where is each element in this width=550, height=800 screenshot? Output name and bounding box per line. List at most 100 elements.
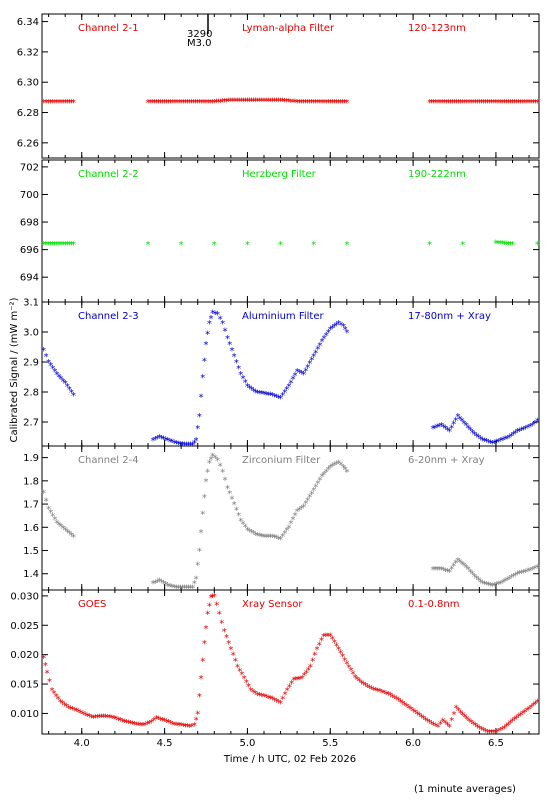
data-point: * xyxy=(210,451,215,462)
data-point: * xyxy=(67,529,72,540)
data-point: * xyxy=(449,565,454,576)
data-point: * xyxy=(208,593,213,604)
data-point: * xyxy=(154,714,159,725)
data-point: * xyxy=(460,98,465,109)
data-point: * xyxy=(303,499,308,510)
data-point: * xyxy=(155,434,160,445)
data-point: * xyxy=(69,240,74,251)
data-point: * xyxy=(87,712,92,723)
data-point: * xyxy=(175,721,180,732)
data-point: * xyxy=(498,239,503,250)
data-point: * xyxy=(317,341,322,352)
data-point: * xyxy=(202,493,207,504)
data-point: * xyxy=(205,330,210,341)
data-point: * xyxy=(482,579,487,590)
data-point: * xyxy=(91,714,96,725)
data-point: * xyxy=(451,710,456,721)
data-point: * xyxy=(259,691,264,702)
panel-label-filter: Aluminium Filter xyxy=(242,311,325,322)
data-point: * xyxy=(200,657,205,668)
data-point: * xyxy=(392,694,397,705)
data-point: * xyxy=(351,670,356,681)
data-point: * xyxy=(508,240,513,251)
data-point: * xyxy=(146,98,151,109)
data-point: * xyxy=(54,519,59,530)
data-point: * xyxy=(522,98,527,109)
data-point: * xyxy=(163,580,168,591)
data-point: * xyxy=(187,722,192,733)
data-point: * xyxy=(319,636,324,647)
x-tick-label: 4.5 xyxy=(157,738,173,749)
data-point: * xyxy=(500,578,505,589)
data-point: * xyxy=(458,708,463,719)
data-point: * xyxy=(479,725,484,736)
data-point: * xyxy=(313,98,318,109)
data-point: * xyxy=(290,98,295,109)
data-point: * xyxy=(506,720,511,731)
data-point: * xyxy=(498,436,503,447)
data-series: ****************************************… xyxy=(41,451,540,594)
data-point: * xyxy=(415,709,420,720)
data-point: * xyxy=(518,711,523,722)
data-point: * xyxy=(178,440,183,451)
y-tick-label: 1.7 xyxy=(23,500,39,511)
data-point: * xyxy=(484,437,489,448)
data-point: * xyxy=(48,508,53,519)
data-point: * xyxy=(49,686,54,697)
data-point: * xyxy=(50,240,55,251)
data-point: * xyxy=(194,715,199,726)
data-point: * xyxy=(384,689,389,700)
data-point: * xyxy=(52,689,57,700)
data-point: * xyxy=(533,98,538,109)
data-point: * xyxy=(476,576,481,587)
data-point: * xyxy=(54,240,59,251)
data-point: * xyxy=(213,309,218,320)
data-point: * xyxy=(427,718,432,729)
data-point: * xyxy=(226,97,231,108)
data-point: * xyxy=(224,97,229,108)
y-tick-label: 6.28 xyxy=(17,108,39,119)
data-point: * xyxy=(210,309,215,320)
data-point: * xyxy=(192,438,197,449)
data-point: * xyxy=(274,96,279,107)
data-point: * xyxy=(464,421,469,432)
data-point: * xyxy=(253,689,258,700)
data-point: * xyxy=(183,722,188,733)
data-point: * xyxy=(85,711,90,722)
data-point: * xyxy=(72,706,77,717)
data-point: * xyxy=(462,713,467,724)
data-point: * xyxy=(390,692,395,703)
data-point: * xyxy=(516,712,521,723)
data-point: * xyxy=(380,688,385,699)
data-point: * xyxy=(213,454,218,465)
data-point: * xyxy=(259,96,264,107)
data-point: * xyxy=(515,570,520,581)
data-point: * xyxy=(193,98,198,109)
data-point: * xyxy=(236,511,241,522)
data-point: * xyxy=(105,713,110,724)
data-point: * xyxy=(430,565,435,576)
data-point: * xyxy=(214,98,219,109)
data-point: * xyxy=(435,98,440,109)
data-point: * xyxy=(172,720,177,731)
data-point: * xyxy=(441,566,446,577)
data-point: * xyxy=(496,580,501,591)
data-point: * xyxy=(89,713,94,724)
data-point: * xyxy=(61,377,66,388)
data-point: * xyxy=(313,348,318,359)
data-point: * xyxy=(482,437,487,448)
data-point: * xyxy=(50,512,55,523)
y-tick-label: 0.015 xyxy=(10,680,39,691)
data-point: * xyxy=(122,718,127,729)
data-point: * xyxy=(54,370,59,381)
data-point: * xyxy=(330,462,335,473)
data-point: * xyxy=(161,579,166,590)
data-point: * xyxy=(285,686,290,697)
data-point: * xyxy=(59,98,64,109)
data-point: * xyxy=(143,720,148,731)
data-point: * xyxy=(324,331,329,342)
data-point: * xyxy=(503,435,508,446)
data-point: * xyxy=(276,534,281,545)
data-point: * xyxy=(456,706,461,717)
panel-4: 1.4 1.5 1.6 1.7 1.8 1.9 Channel 2-4 Zirconium F… xyxy=(23,445,540,595)
